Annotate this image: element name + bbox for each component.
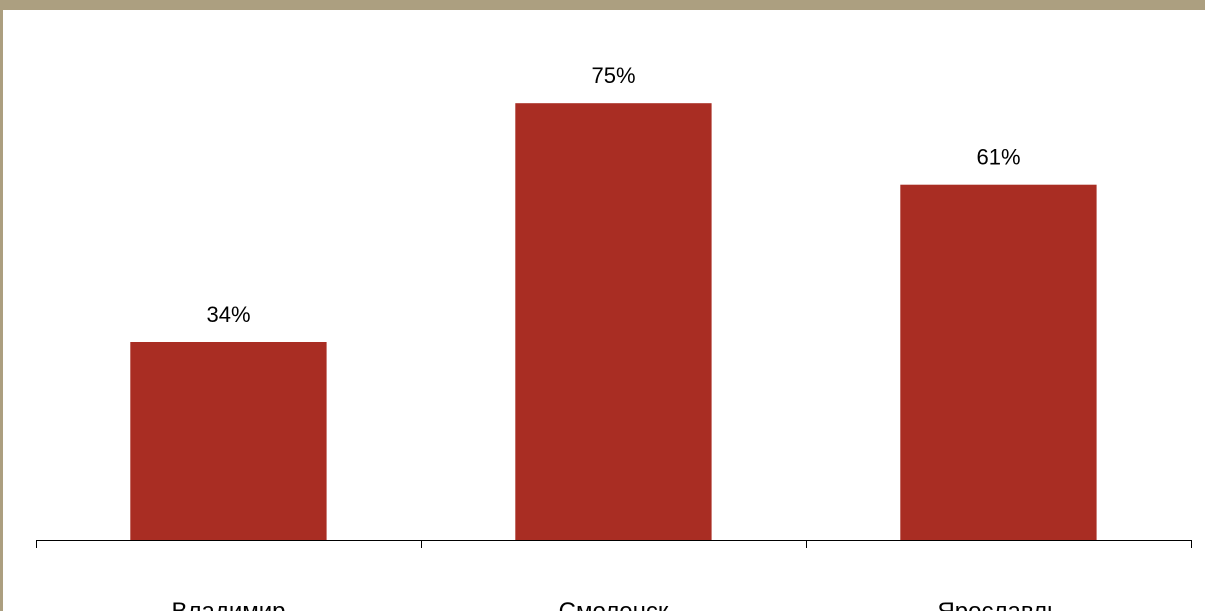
bar bbox=[130, 342, 327, 540]
data-label: 61% bbox=[976, 145, 1020, 170]
category-label: Смоленск bbox=[559, 598, 669, 611]
category-label: Владимир bbox=[171, 598, 285, 611]
data-label: 34% bbox=[206, 302, 250, 327]
data-label: 75% bbox=[591, 63, 635, 88]
x-axis bbox=[36, 540, 1192, 548]
labels-layer: 34% Владимир 75% Смоленск 61% Ярославль bbox=[171, 63, 1059, 611]
bar bbox=[515, 103, 712, 540]
top-border bbox=[0, 0, 1205, 10]
bars-layer bbox=[130, 103, 1097, 540]
left-border bbox=[0, 0, 3, 611]
category-label: Ярославль bbox=[937, 598, 1059, 611]
bar bbox=[900, 184, 1097, 540]
